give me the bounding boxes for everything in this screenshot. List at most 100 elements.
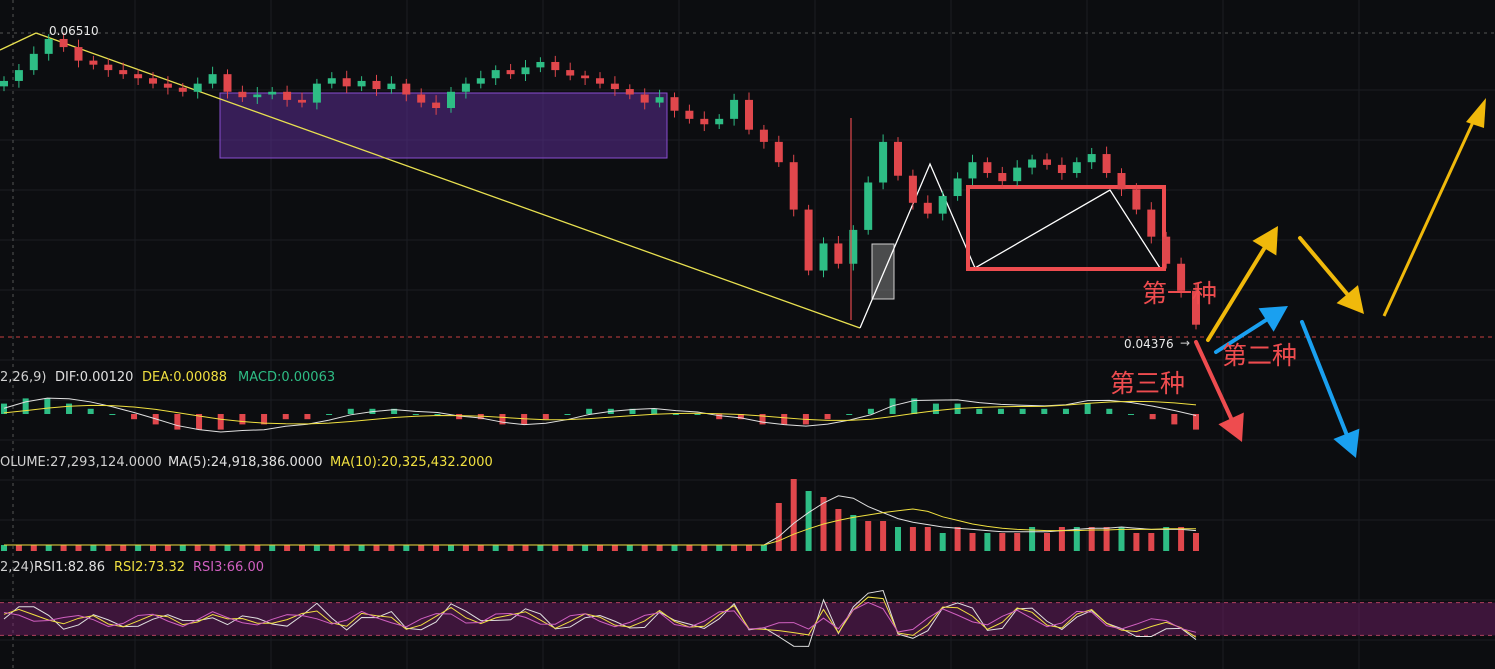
volume-bar: [611, 545, 618, 551]
volume-bar: [15, 545, 22, 551]
candle-body: [1028, 159, 1037, 168]
candle-body: [1117, 173, 1126, 190]
candle-body: [298, 99, 306, 103]
macd-dif-label: DIF:0.00120: [55, 370, 134, 385]
volume-bar: [1103, 527, 1110, 551]
candle-body: [327, 78, 336, 84]
candle-body: [953, 178, 962, 197]
candle-body: [119, 70, 128, 75]
volume-bar: [1148, 533, 1155, 551]
candle-body: [715, 118, 724, 125]
candle-body: [566, 70, 575, 76]
volume-bar: [1193, 533, 1199, 551]
candle-body: [29, 53, 38, 71]
candle-body: [1057, 164, 1066, 174]
candle-body: [521, 67, 530, 75]
candle-body: [178, 87, 187, 92]
candle-body: [968, 162, 977, 179]
candle-body: [44, 38, 53, 54]
volume-bar: [313, 545, 320, 551]
rsi-panel: [0, 589, 1495, 647]
candle-body: [238, 91, 247, 98]
volume-bar: [1088, 527, 1095, 551]
macd-bar: [629, 408, 636, 414]
candle-body: [208, 74, 217, 84]
volume-bar: [984, 533, 991, 551]
macd-bar: [651, 408, 658, 414]
volume-bar: [760, 545, 767, 551]
volume-bar: [671, 545, 678, 551]
rsi3-label: RSI3:66.00: [193, 560, 264, 575]
volume-bar: [1178, 527, 1185, 551]
candle-body: [223, 74, 232, 92]
arrow-head: [1218, 412, 1244, 442]
macd-bar: [737, 414, 744, 420]
candle-body: [149, 78, 157, 84]
volume-bar: [850, 515, 857, 551]
macd-bar: [716, 414, 723, 420]
macd-bar: [87, 408, 94, 414]
candle-body: [447, 91, 455, 109]
trendline-b: [35, 32, 861, 329]
volume-bar: [909, 527, 916, 551]
macd-bar: [391, 408, 398, 414]
candle-body: [104, 64, 113, 71]
volume-bar: [90, 545, 97, 551]
candle-body: [283, 91, 292, 100]
rsi-band: [0, 602, 1495, 636]
volume-ma5-label: MA(5):24,918,386.0000: [168, 455, 323, 470]
candle-body: [685, 110, 694, 119]
candle-body: [804, 209, 813, 271]
rsi-params-label: 2,24): [0, 560, 35, 575]
scenario-1-label: 第一种: [1142, 279, 1218, 308]
volume-bar: [567, 545, 574, 551]
candle-body: [476, 78, 485, 84]
trendline-a: [0, 32, 37, 51]
candle-body: [59, 38, 68, 48]
volume-bar: [1118, 527, 1125, 551]
candle-body: [596, 78, 604, 84]
volume-bar: [120, 545, 127, 551]
candle-body: [268, 91, 277, 95]
volume-bar: [448, 545, 454, 551]
macd-bar: [867, 408, 874, 414]
macd-bar: [217, 414, 224, 430]
macd-bar: [282, 414, 289, 420]
candle-body: [834, 243, 843, 264]
volume-bar: [224, 545, 231, 551]
volume-bar: [328, 545, 335, 551]
macd-bar: [239, 414, 246, 425]
candle-body: [372, 80, 381, 90]
volume-panel: [1, 479, 1199, 551]
volume-bar: [254, 545, 261, 551]
volume-bar: [656, 545, 663, 551]
macd-bar: [499, 414, 506, 425]
candle-body: [253, 94, 262, 98]
yellow-arrow-long-head: [1466, 98, 1486, 128]
high-price-label: 0.06510: [49, 24, 99, 38]
volume-label: OLUME:27,293,124.0000: [0, 455, 162, 470]
candle-body: [983, 162, 992, 174]
volume-bar: [939, 533, 946, 551]
volume-bar: [30, 545, 37, 551]
volume-bar: [1073, 527, 1080, 551]
candle-body: [89, 60, 98, 65]
rsi2-label: RSI2:73.32: [114, 560, 185, 575]
candle-body: [1192, 290, 1200, 325]
rsi1-label: RSI1:82.86: [34, 560, 105, 575]
candle-body: [864, 182, 873, 230]
candle-body: [774, 141, 783, 163]
volume-bar: [731, 545, 738, 551]
volume-bar: [164, 545, 171, 551]
volume-bar: [1058, 527, 1065, 551]
volume-bar: [433, 545, 440, 551]
candle-body: [163, 83, 172, 88]
macd-bar: [997, 408, 1004, 414]
volume-bar: [686, 545, 693, 551]
volume-bar: [641, 545, 648, 551]
candle-body: [908, 175, 917, 203]
volume-bar: [626, 545, 633, 551]
macd-bar: [1171, 414, 1178, 425]
volume-bar: [403, 545, 410, 551]
